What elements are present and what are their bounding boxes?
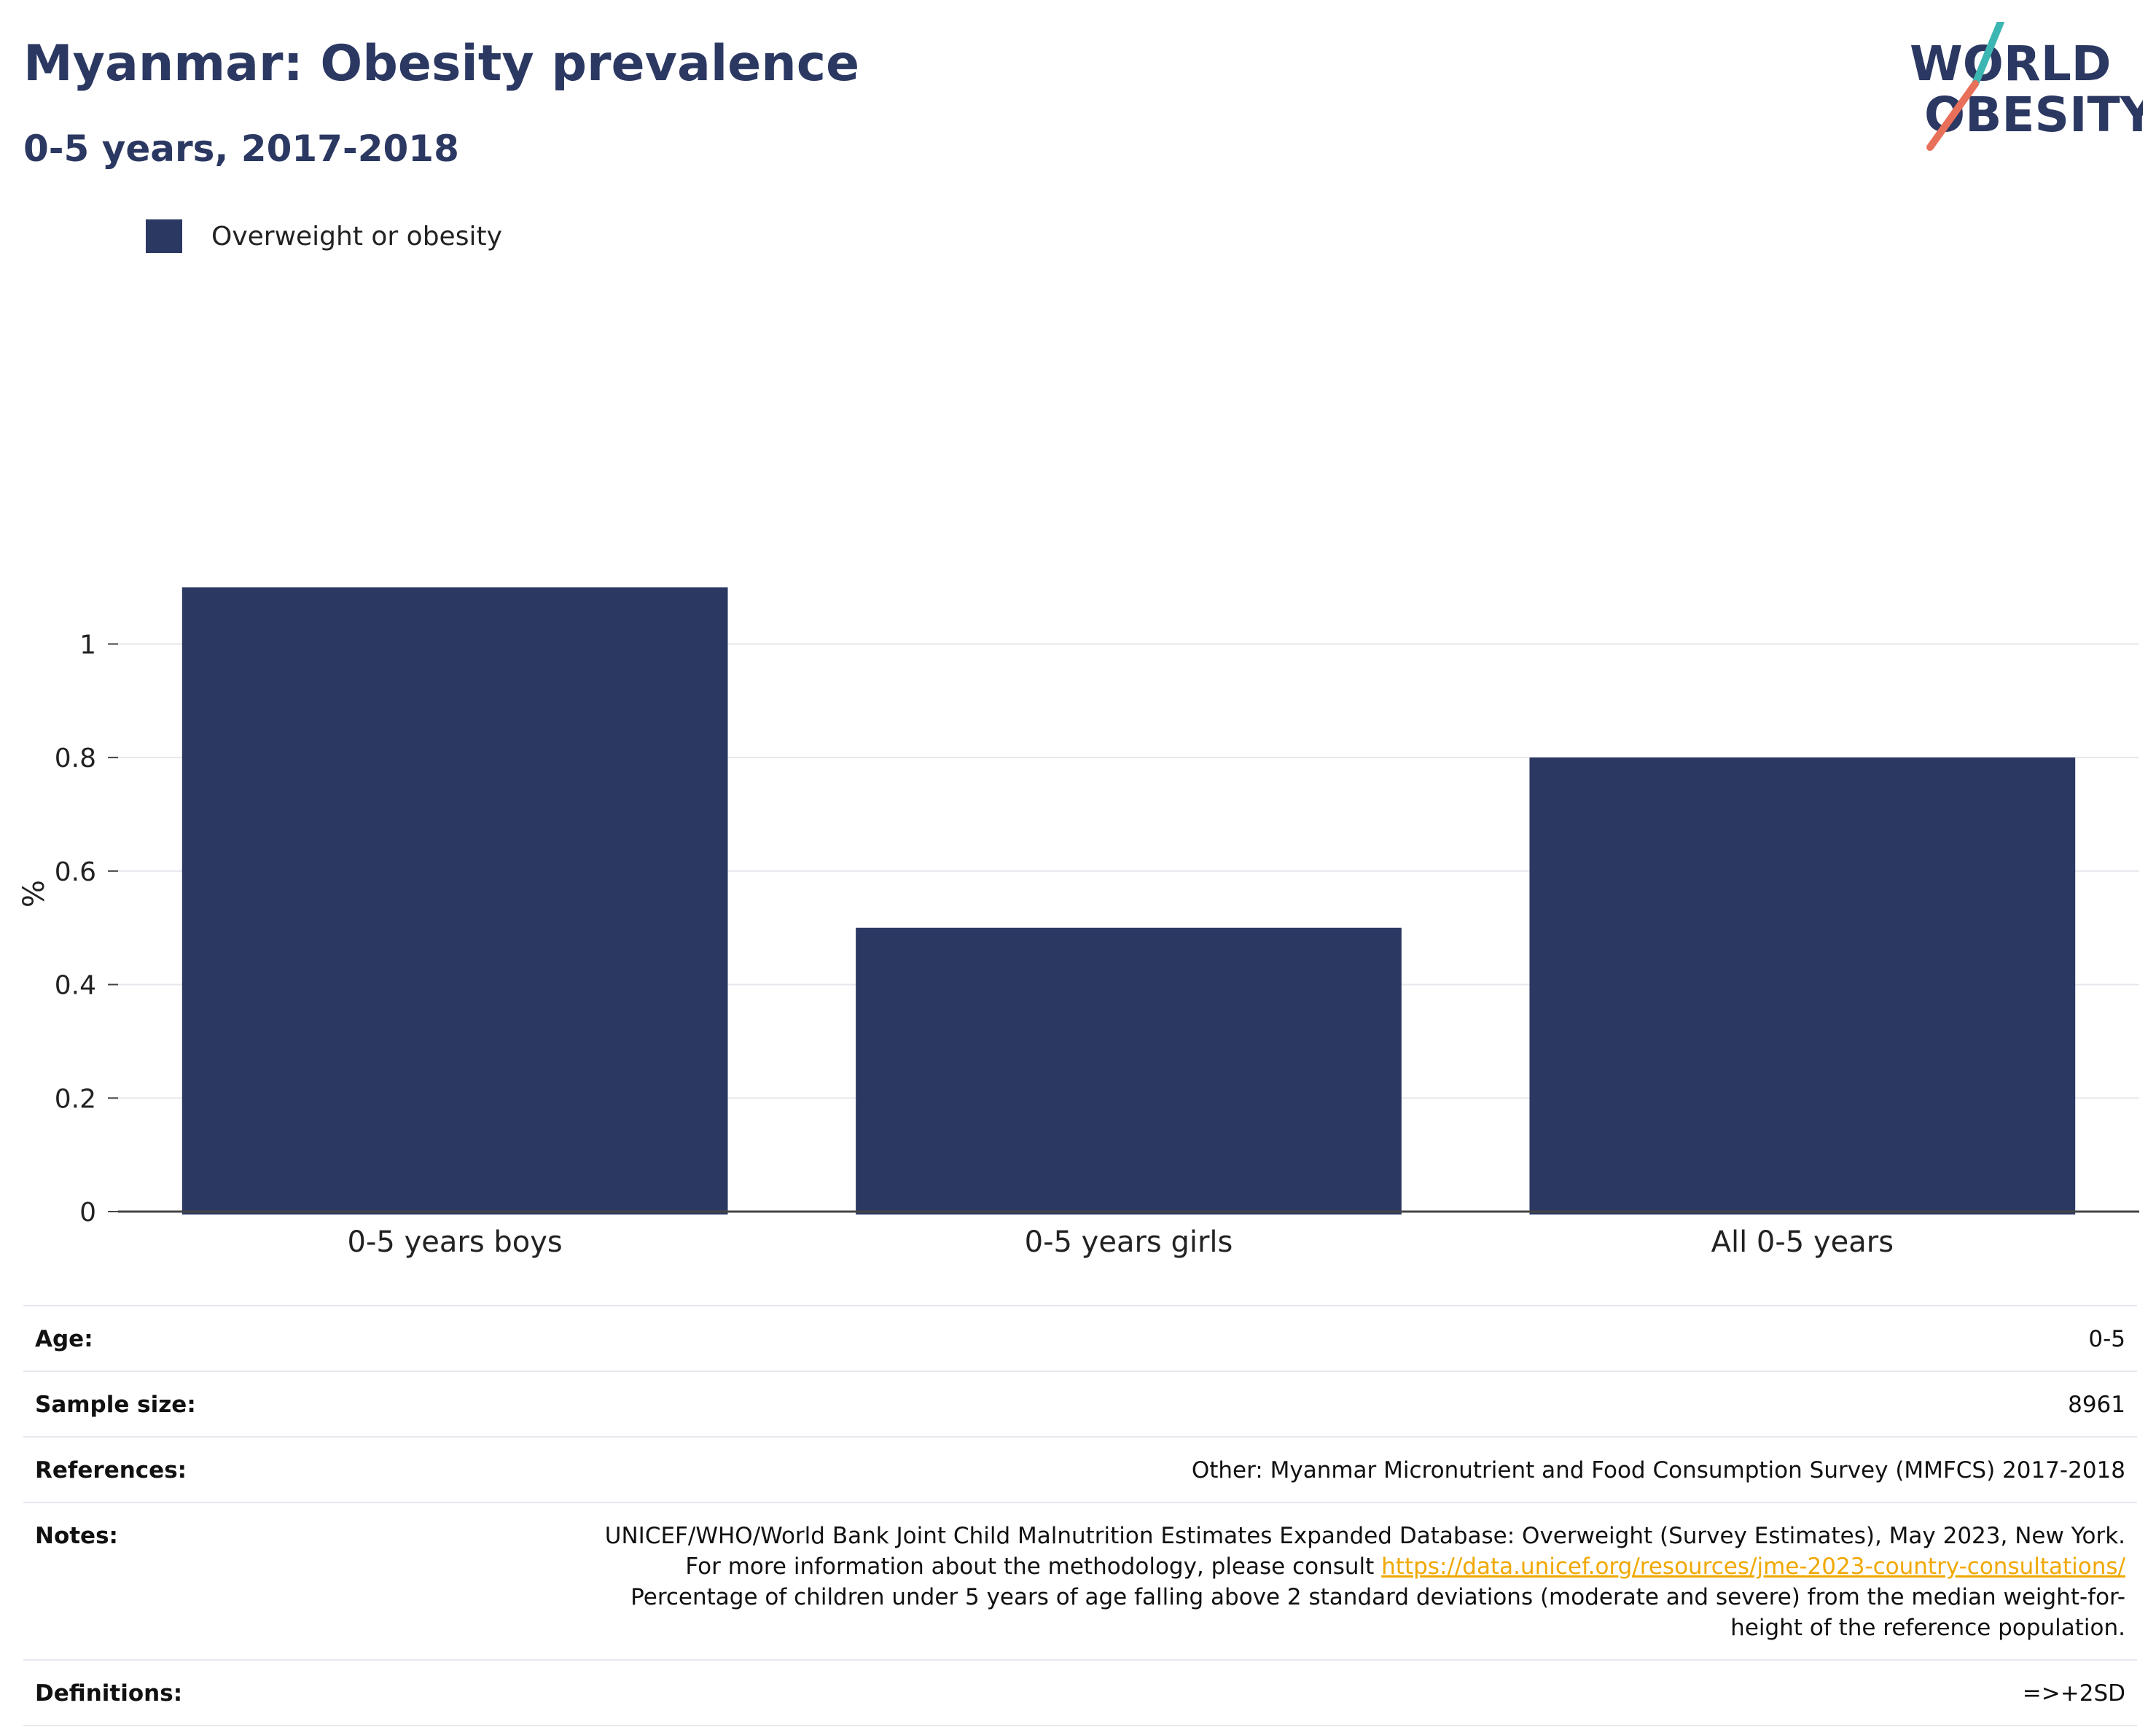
legend: Overweight or obesity bbox=[146, 217, 502, 255]
y-tick-label: 0.2 bbox=[55, 1084, 96, 1114]
notes-text-after: Percentage of children under 5 years of … bbox=[630, 1584, 2125, 1641]
page-title: Myanmar: Obesity prevalence bbox=[23, 35, 860, 93]
methodology-link[interactable]: https://data.unicef.org/resources/jme-20… bbox=[1381, 1553, 2125, 1580]
meta-row-definitions: Definitions: =>+2SD bbox=[23, 1661, 2137, 1726]
legend-label: Overweight or obesity bbox=[211, 221, 502, 252]
bar-2 bbox=[856, 927, 1402, 1214]
y-tick-label: 0.6 bbox=[55, 857, 96, 887]
logo-teal-slash bbox=[1972, 22, 2004, 87]
meta-value: Other: Myanmar Micronutrient and Food Co… bbox=[1191, 1457, 2125, 1483]
logo-line1: WORLD bbox=[1910, 36, 2112, 92]
meta-row: Age: 0-5 bbox=[23, 1306, 2137, 1372]
meta-row-notes: Notes: UNICEF/WHO/World Bank Joint Child … bbox=[23, 1503, 2137, 1661]
legend-swatch bbox=[146, 219, 182, 253]
metadata-table: Age: 0-5 Sample size: 8961 References: Other:… bbox=[23, 1305, 2137, 1726]
meta-row: References: Other: Myanmar Micronutrient … bbox=[23, 1438, 2137, 1503]
meta-label: Sample size: bbox=[35, 1392, 196, 1418]
x-tick-label: 0-5 years girls bbox=[1025, 1225, 1233, 1259]
logo-coral-slash bbox=[1926, 80, 1979, 151]
meta-row: Sample size: 8961 bbox=[23, 1372, 2137, 1438]
bar-3 bbox=[1529, 757, 2076, 1214]
x-tick-label: 0-5 years boys bbox=[348, 1225, 563, 1259]
notes-value: UNICEF/WHO/World Bank Joint Child Malnut… bbox=[595, 1521, 2125, 1643]
y-tick-label: 0.8 bbox=[55, 744, 96, 773]
y-tick-label: 0.4 bbox=[55, 971, 96, 1001]
bar-1 bbox=[181, 587, 728, 1214]
meta-value: 8961 bbox=[2068, 1392, 2125, 1418]
definitions-label: Definitions: bbox=[35, 1680, 183, 1707]
meta-label: References: bbox=[35, 1457, 187, 1483]
world-obesity-logo: WORLD OBESITY bbox=[1910, 22, 2143, 151]
page-subtitle: 0-5 years, 2017-2018 bbox=[23, 128, 459, 170]
definitions-value: =>+2SD bbox=[2022, 1680, 2125, 1707]
meta-value: 0-5 bbox=[2088, 1326, 2125, 1352]
logo-line2: OBESITY bbox=[1924, 87, 2143, 143]
y-tick-label: 1 bbox=[79, 630, 96, 660]
bar-chart: % 0 0.2 0.4 0.6 0.8 1 0-5 years boys 0-5 years … bbox=[17, 587, 2139, 1259]
meta-label: Age: bbox=[35, 1326, 93, 1352]
notes-text: UNICEF/WHO/World Bank Joint Child Malnut… bbox=[604, 1523, 2125, 1580]
y-axis-label: % bbox=[17, 880, 51, 908]
notes-label: Notes: bbox=[35, 1523, 118, 1549]
x-tick-label: All 0-5 years bbox=[1711, 1225, 1894, 1259]
y-tick-label: 0 bbox=[79, 1198, 96, 1228]
